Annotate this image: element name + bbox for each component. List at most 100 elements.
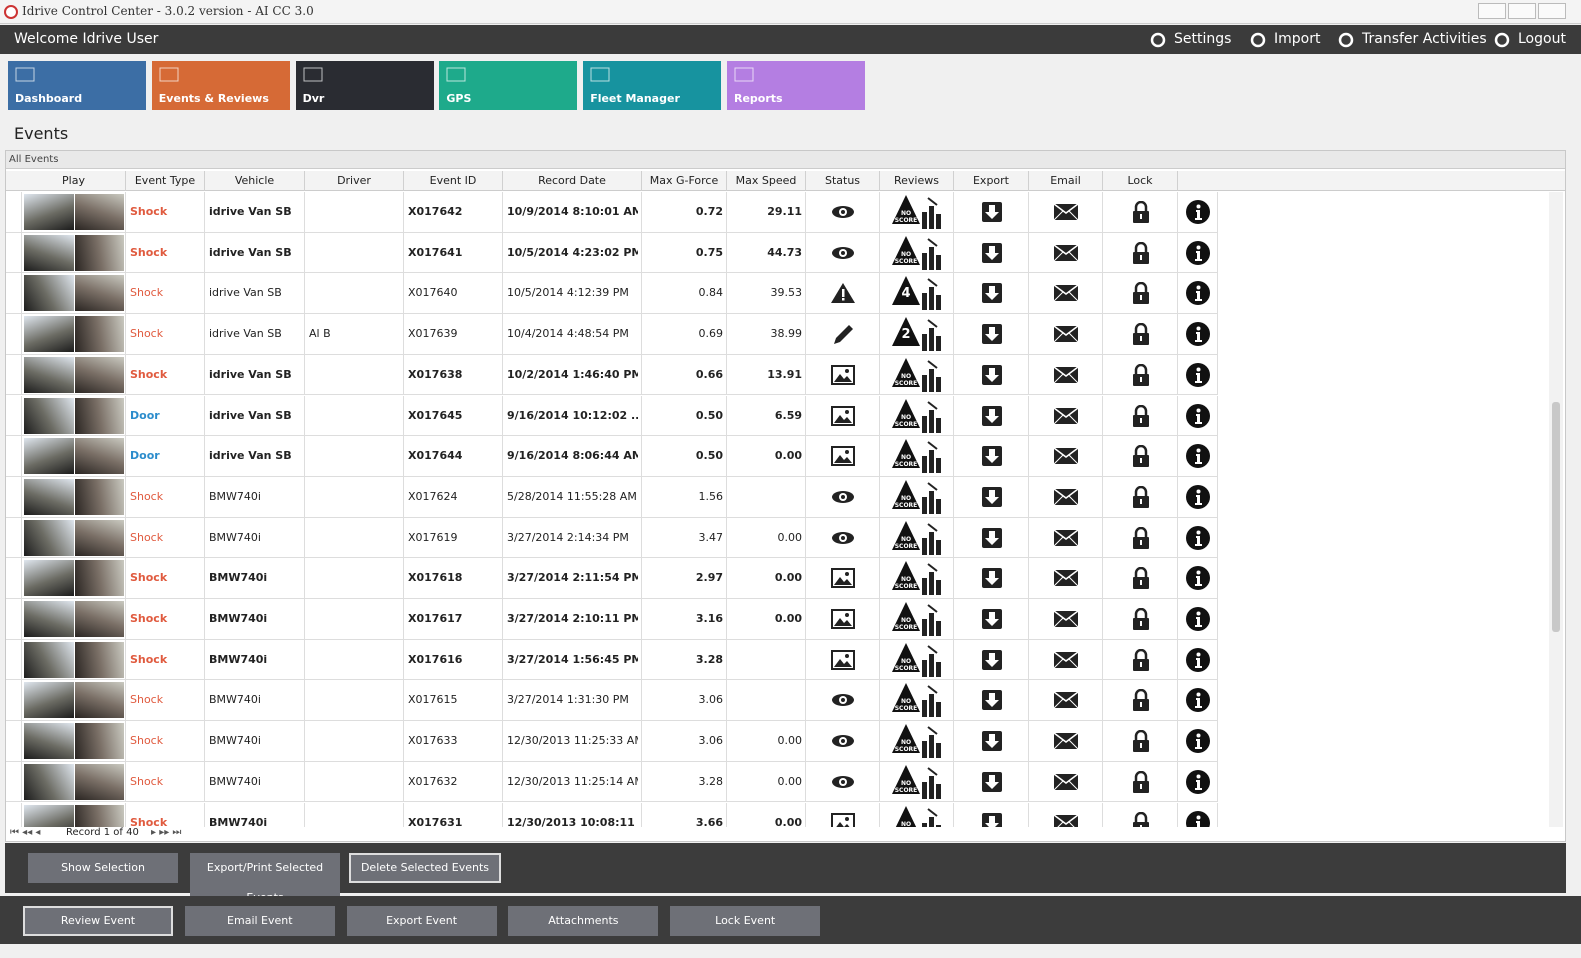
selection-button[interactable]: Delete Selected Events [349,853,501,883]
event-row[interactable]: Shock BMW740i X017631 12/30/2013 10:08:11 .… [6,802,1218,827]
column-header-cell[interactable]: Max Speed [727,171,806,191]
header-link[interactable]: Transfer Activities [1362,31,1487,47]
column-header-cell[interactable]: Play [22,171,126,191]
video-thumbnail[interactable] [24,275,124,312]
email-button[interactable] [1053,773,1079,791]
lock-button[interactable] [1132,363,1150,386]
event-row[interactable]: Shock BMW740i X017615 3/27/2014 1:31:30 PM 3… [6,680,1218,722]
event-row[interactable]: Shock idrive Van SB X017641 10/5/2014 4:23:… [6,232,1218,274]
lock-button[interactable] [1132,729,1150,753]
event-row[interactable]: Door idrive Van SB X017644 9/16/2014 8:06:4… [6,436,1218,477]
export-button[interactable] [981,771,1003,793]
video-thumbnail[interactable] [24,478,124,515]
lock-button[interactable] [1132,404,1150,427]
event-row[interactable]: Shock BMW740i X017616 3/27/2014 1:56:45 PM 3… [6,639,1218,681]
email-button[interactable] [1053,528,1079,547]
export-button[interactable] [981,730,1003,752]
event-row[interactable]: Shock BMW740i X017618 3/27/2014 2:11:54 PM 2… [6,558,1218,599]
lock-button[interactable] [1132,567,1150,590]
event-row[interactable]: Shock idrive Van SB X017640 10/5/2014 4:12:… [6,273,1218,315]
scroll-thumb[interactable] [1552,402,1560,632]
column-header-cell[interactable]: Vehicle [205,171,305,191]
email-button[interactable] [1053,813,1079,827]
info-button[interactable] [1186,362,1210,387]
email-button[interactable] [1053,691,1079,709]
pager-nav-last[interactable]: ▸ ▸▸ ⏭ [151,827,182,838]
maximize-button[interactable] [1508,3,1536,19]
info-button[interactable] [1186,566,1210,591]
export-button[interactable] [981,527,1003,549]
minimize-button[interactable] [1478,3,1506,19]
video-thumbnail[interactable] [24,763,124,800]
export-button[interactable] [981,323,1003,345]
event-row[interactable]: Door idrive Van SB X017645 9/16/2014 10:12:… [6,395,1218,437]
column-header-cell[interactable]: Lock [1103,171,1178,191]
info-button[interactable] [1186,484,1210,509]
lock-button[interactable] [1132,241,1150,264]
column-header-cell[interactable]: Export [954,171,1029,191]
video-thumbnail[interactable] [24,641,124,678]
event-row[interactable]: Shock BMW740i X017619 3/27/2014 2:14:34 PM 3… [6,517,1218,559]
export-button[interactable] [981,282,1003,304]
info-button[interactable] [1186,769,1210,794]
email-button[interactable] [1053,610,1079,628]
selection-button[interactable]: Show Selection [28,853,178,883]
lock-button[interactable] [1132,485,1150,508]
column-header-cell[interactable]: Reviews [880,171,954,191]
info-button[interactable] [1186,810,1210,827]
close-button[interactable] [1538,3,1566,19]
video-thumbnail[interactable] [24,682,124,719]
nav-tab[interactable]: Dashboard [8,61,146,110]
email-button[interactable] [1053,284,1079,302]
export-button[interactable] [981,567,1003,589]
video-thumbnail[interactable] [24,723,124,760]
video-thumbnail[interactable] [24,804,124,827]
info-button[interactable] [1186,200,1210,224]
video-thumbnail[interactable] [24,194,124,230]
nav-tab[interactable]: Dvr [295,61,434,110]
event-row[interactable]: Shock BMW740i X017624 5/28/2014 11:55:28 AM… [6,476,1218,518]
column-header-cell[interactable]: Max G-Force [642,171,727,191]
lock-button[interactable] [1132,322,1150,346]
video-thumbnail[interactable] [24,601,124,637]
info-button[interactable] [1186,403,1210,428]
pager-nav-first[interactable]: ⏮ ◂◂ ◂ [10,827,41,838]
export-button[interactable] [981,201,1003,223]
scrollbar[interactable] [1549,192,1563,827]
column-header-cell[interactable]: Status [806,171,880,191]
export-button[interactable] [981,242,1003,264]
event-row[interactable]: Shock idrive Van SB X017638 10/2/2014 1:46:… [6,354,1218,396]
email-button[interactable] [1053,244,1079,262]
video-thumbnail[interactable] [24,438,124,475]
column-header-cell[interactable]: Email [1029,171,1103,191]
email-button[interactable] [1053,732,1079,750]
info-button[interactable] [1186,444,1210,469]
lock-button[interactable] [1132,770,1150,793]
lock-button[interactable] [1132,811,1150,827]
video-thumbnail[interactable] [24,397,124,434]
event-row[interactable]: Shock idrive Van SB Al B X017639 10/4/2014 4… [6,314,1218,355]
lock-button[interactable] [1132,648,1150,671]
column-header-cell[interactable]: Event Type [126,171,205,191]
video-thumbnail[interactable] [24,519,124,556]
event-row[interactable]: Shock BMW740i X017632 12/30/2013 11:25:14 A… [6,761,1218,803]
action-button[interactable]: Attachments [508,906,659,936]
export-button[interactable] [981,364,1003,386]
lock-button[interactable] [1132,526,1150,549]
video-thumbnail[interactable] [24,356,124,393]
info-button[interactable] [1186,729,1210,754]
header-link[interactable]: Import [1274,31,1321,47]
email-button[interactable] [1053,406,1079,425]
email-button[interactable] [1053,366,1079,384]
video-thumbnail[interactable] [24,560,124,597]
nav-tab[interactable]: Reports [727,61,865,110]
export-button[interactable] [981,486,1003,508]
lock-button[interactable] [1132,689,1150,712]
email-button[interactable] [1053,569,1079,587]
column-header-cell[interactable]: Record Date [503,171,642,191]
export-button[interactable] [981,608,1003,630]
event-row[interactable]: Shock BMW740i X017617 3/27/2014 2:10:11 PM 3… [6,599,1218,640]
header-link[interactable]: Settings [1174,31,1232,47]
column-header-cell[interactable]: Driver [305,171,404,191]
info-button[interactable] [1186,688,1210,713]
